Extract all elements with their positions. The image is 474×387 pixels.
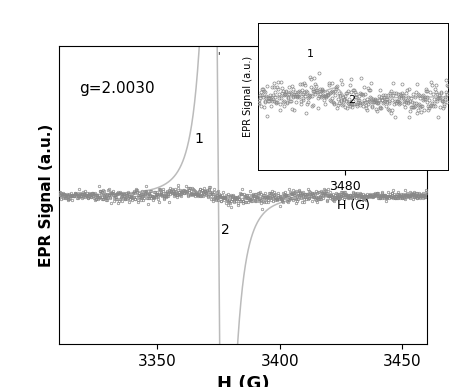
X-axis label: H (G): H (G) (337, 199, 370, 212)
Text: 2: 2 (348, 96, 355, 105)
Text: g=2.0030: g=2.0030 (79, 81, 155, 96)
Text: 2: 2 (221, 223, 229, 237)
Text: ': ' (217, 51, 219, 61)
Text: 1: 1 (307, 49, 314, 59)
Y-axis label: EPR Signal (a.u.): EPR Signal (a.u.) (243, 56, 253, 137)
Text: 1: 1 (194, 132, 203, 146)
X-axis label: H (G): H (G) (217, 375, 269, 387)
Y-axis label: EPR Signal (a.u.): EPR Signal (a.u.) (39, 124, 54, 267)
